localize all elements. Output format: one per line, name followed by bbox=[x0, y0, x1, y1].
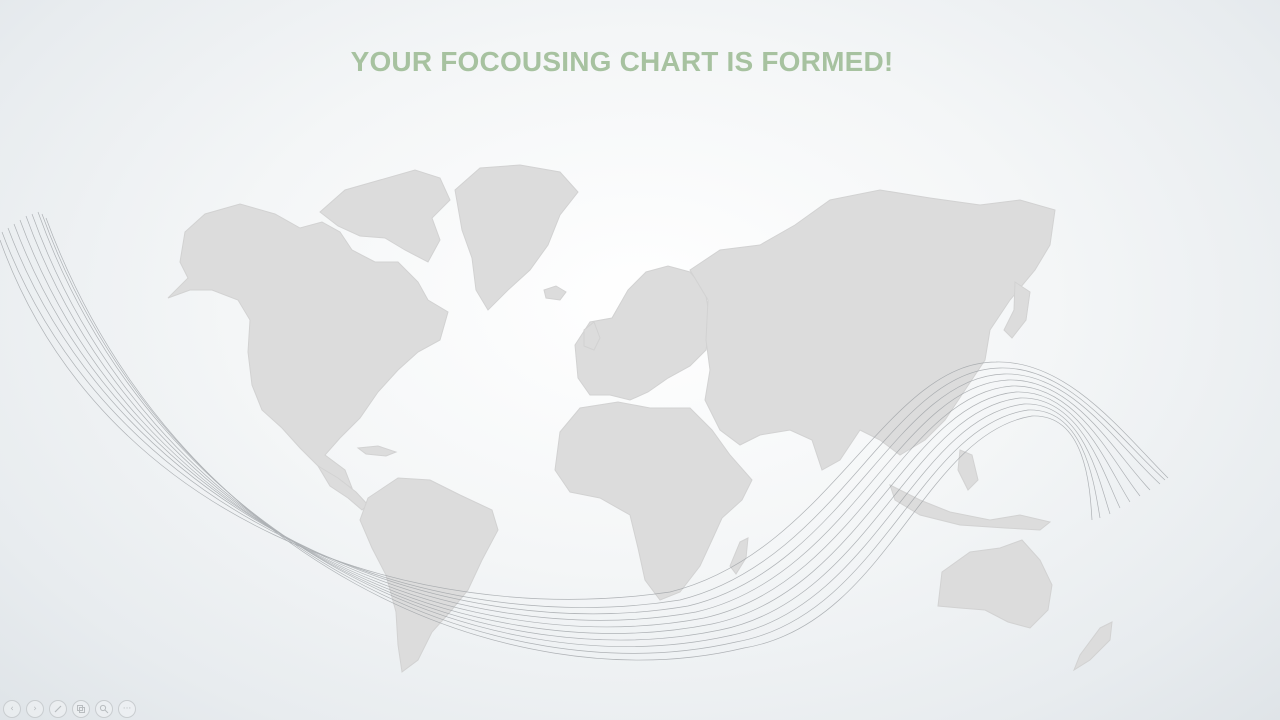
philippines-shape bbox=[957, 449, 979, 491]
next-slide-button[interactable]: › bbox=[26, 700, 44, 718]
more-dots-icon: ··· bbox=[122, 703, 132, 714]
continents bbox=[167, 164, 1113, 673]
japan-shape bbox=[1003, 281, 1031, 339]
see-all-slides-button[interactable] bbox=[72, 700, 90, 718]
previous-slide-button[interactable]: ‹ bbox=[3, 700, 21, 718]
more-options-button[interactable]: ··· bbox=[118, 700, 136, 718]
swoosh-curve-6 bbox=[31, 213, 1121, 641]
swoosh-curve-8 bbox=[41, 213, 1101, 654]
australia-shape bbox=[937, 539, 1053, 629]
pen-icon bbox=[54, 705, 62, 713]
british-isles-shape bbox=[583, 321, 601, 351]
magnifier-icon bbox=[99, 704, 109, 714]
south-america-shape bbox=[359, 477, 499, 673]
madagascar-shape bbox=[729, 537, 749, 575]
caribbean-shape bbox=[356, 445, 398, 457]
asia-shape bbox=[689, 189, 1056, 471]
swoosh-curve-2 bbox=[7, 227, 1161, 615]
decorative-swoosh-curves bbox=[0, 211, 1169, 661]
slides-grid-icon bbox=[77, 705, 85, 713]
swoosh-curve-10 bbox=[0, 239, 1169, 600]
chevron-left-icon: ‹ bbox=[10, 703, 14, 714]
swoosh-curve-4 bbox=[19, 219, 1141, 628]
zoom-button[interactable] bbox=[95, 700, 113, 718]
africa-shape bbox=[554, 401, 753, 601]
chevron-right-icon: › bbox=[33, 703, 37, 714]
swoosh-curve-3 bbox=[13, 223, 1151, 621]
swoosh-curve-1 bbox=[1, 231, 1166, 608]
slideshow-controls: ‹ › ··· bbox=[3, 700, 136, 718]
arctic-islands-shape bbox=[319, 169, 451, 263]
southeast-asia-islands-shape bbox=[889, 484, 1052, 531]
greenland-shape bbox=[454, 164, 579, 311]
north-america-shape bbox=[167, 203, 449, 490]
swoosh-curve-5 bbox=[25, 215, 1131, 634]
swoosh-curve-9 bbox=[45, 217, 1093, 661]
pen-tool-button[interactable] bbox=[49, 700, 67, 718]
new-zealand-shape bbox=[1072, 621, 1113, 672]
slide-title: YOUR FOCOUSING CHART IS FORMED! bbox=[350, 46, 894, 77]
iceland-shape bbox=[543, 285, 567, 301]
